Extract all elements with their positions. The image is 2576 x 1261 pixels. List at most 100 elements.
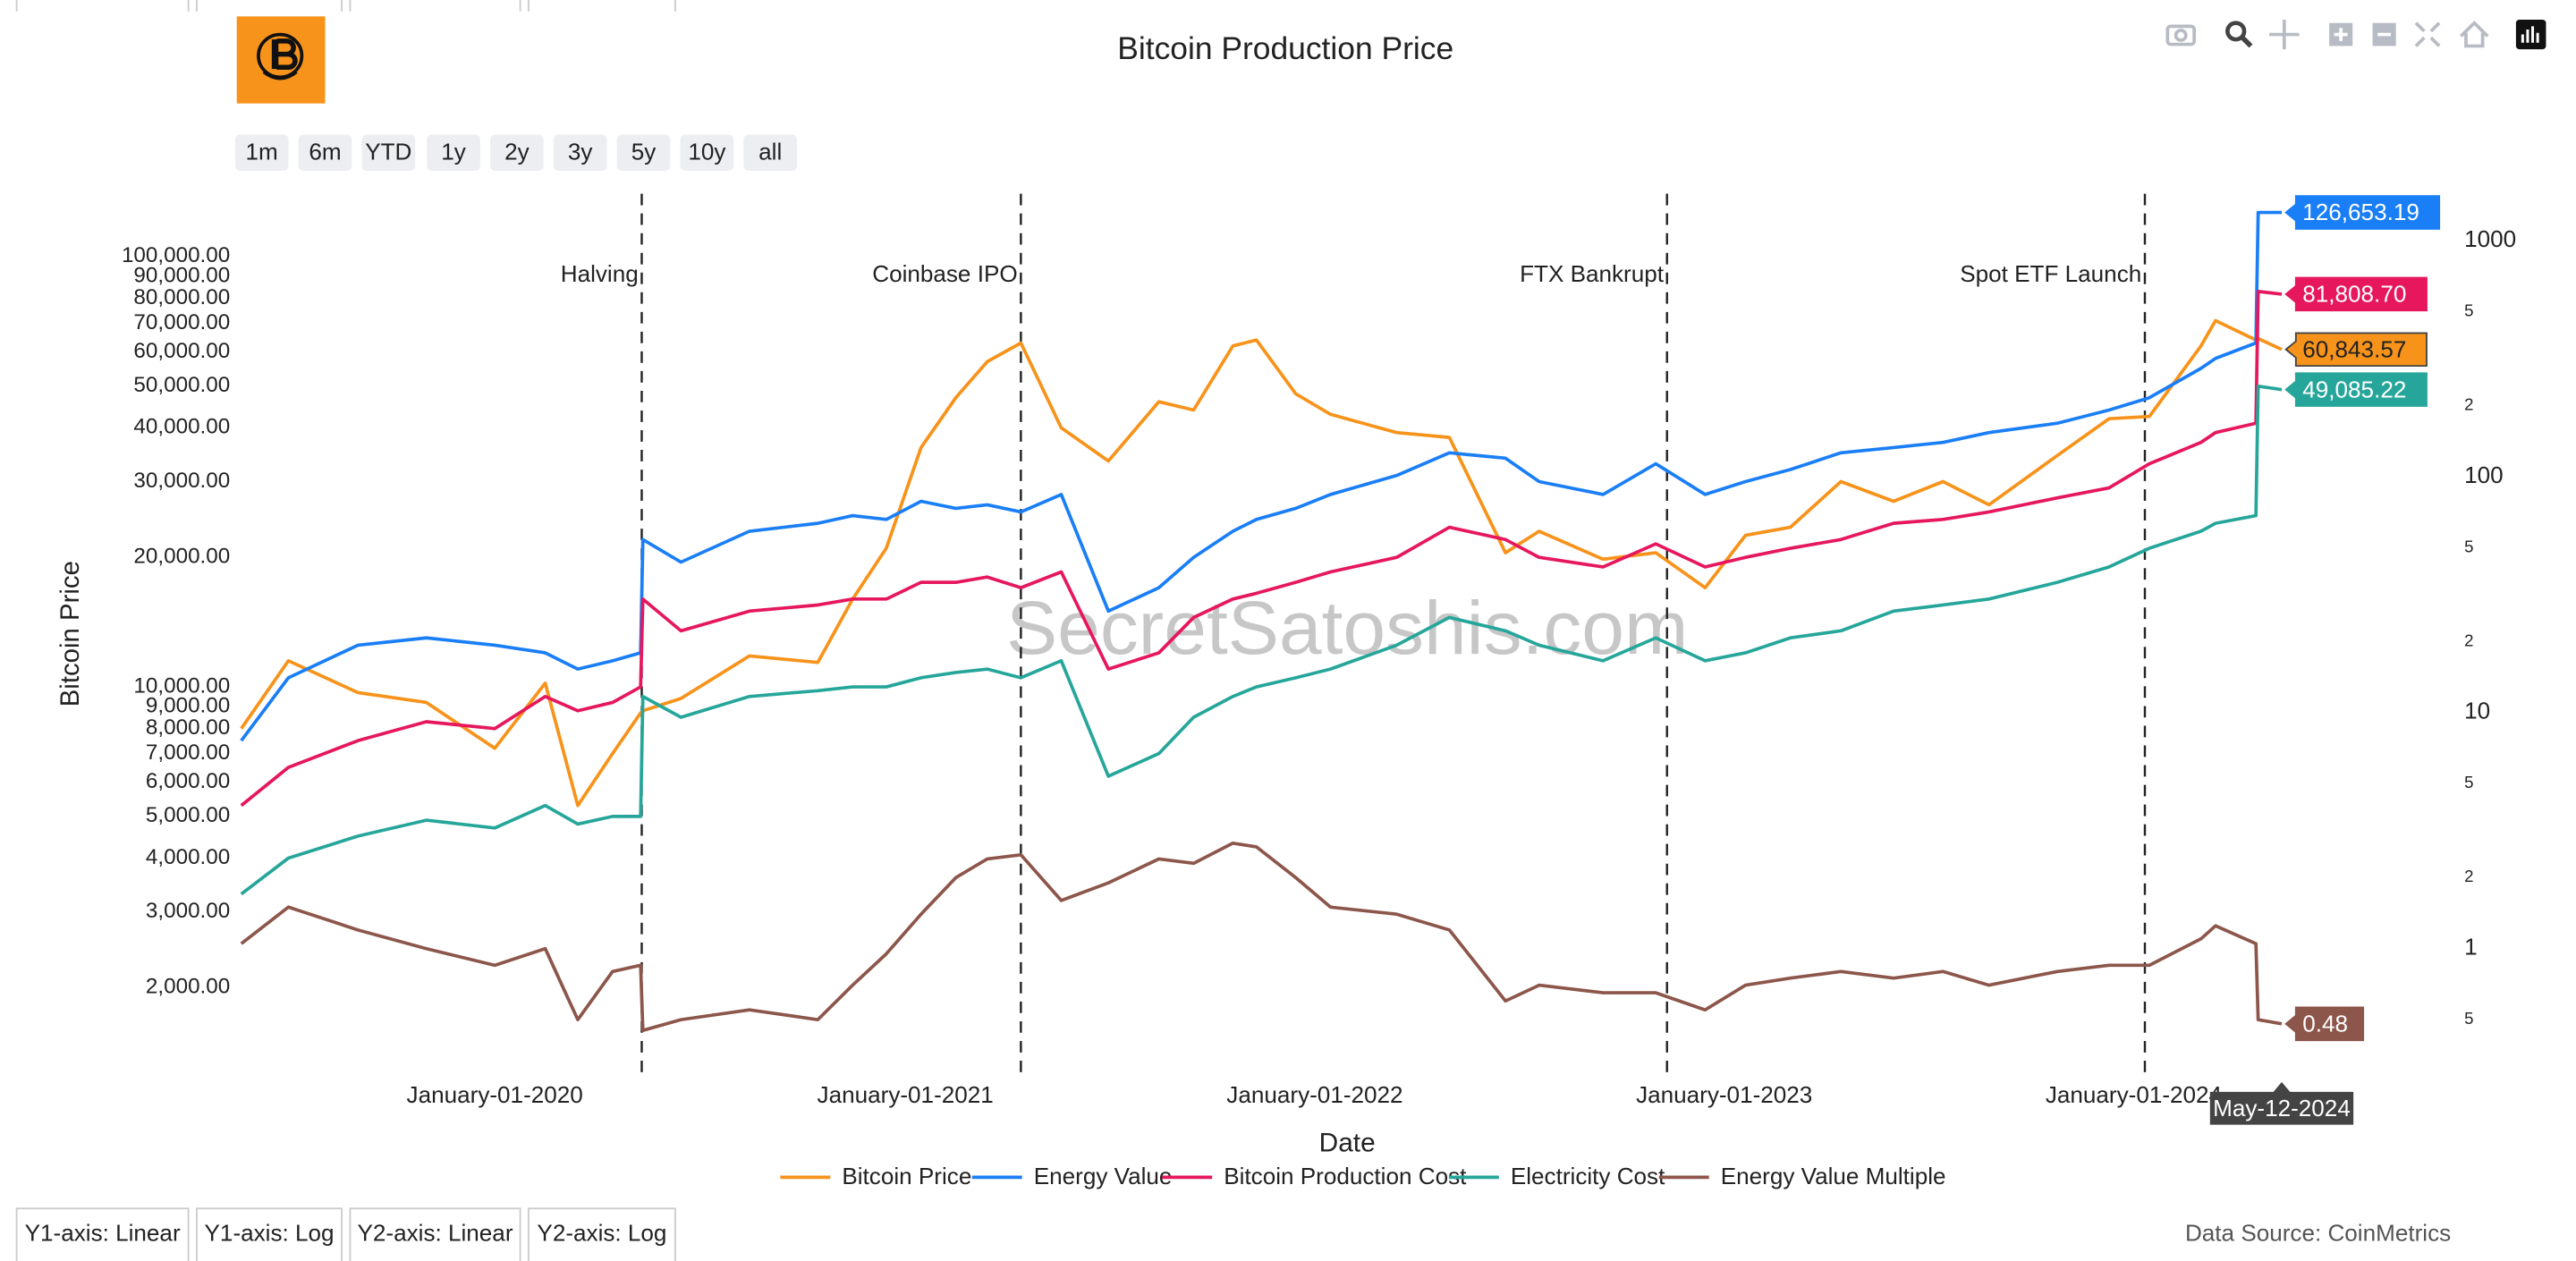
range-button[interactable]: 2y [490, 134, 544, 171]
range-button[interactable]: 10y [680, 134, 734, 171]
y-tick-label: 3,000.00 [146, 899, 230, 923]
range-button-label[interactable]: 2y [504, 140, 530, 165]
y2-tick-label: 2 [2464, 395, 2473, 414]
end-label: 81,808.70 [2302, 283, 2406, 308]
pan-icon[interactable] [2269, 20, 2300, 50]
range-button-bg[interactable] [298, 134, 352, 171]
series-line [240, 318, 2283, 808]
end-label-box [2284, 372, 2428, 407]
end-label: 126,653.19 [2302, 200, 2419, 225]
range-button[interactable]: 6m [298, 134, 352, 171]
axis-button-bg[interactable] [196, 1207, 343, 1261]
y-tick-label: 8,000.00 [146, 715, 230, 740]
legend-label[interactable]: Bitcoin Production Cost [1224, 1164, 1466, 1189]
axis-button-label[interactable]: Y2-axis: Log [537, 1222, 666, 1247]
axis-button-bg[interactable] [527, 1207, 676, 1261]
y2-tick-label: 5 [2464, 537, 2473, 556]
legend-label[interactable]: Bitcoin Price [842, 1164, 971, 1189]
hover-date-box [2209, 1081, 2354, 1125]
range-button-bg[interactable] [234, 134, 289, 171]
y2-tick-label: 2 [2464, 631, 2473, 650]
top-tabs [15, 0, 676, 12]
range-button[interactable]: YTD [361, 134, 416, 171]
y-tick-label: 90,000.00 [133, 263, 230, 287]
zoom-in-icon[interactable] [2329, 22, 2353, 47]
end-label: 49,085.22 [2302, 377, 2406, 402]
range-button[interactable]: 1m [234, 134, 289, 171]
legend-label[interactable]: Energy Value [1034, 1164, 1173, 1189]
y-tick-label: 100,000.00 [122, 243, 230, 267]
range-button-bg[interactable] [427, 134, 480, 171]
plotly-icon[interactable] [2515, 20, 2546, 50]
range-button[interactable]: 5y [616, 134, 671, 171]
legend-item[interactable]: Energy Value [971, 1164, 1173, 1189]
y-tick-label: 2,000.00 [146, 975, 230, 999]
axis-button-label[interactable]: Y1-axis: Linear [25, 1222, 181, 1247]
camera-icon[interactable] [2165, 24, 2196, 47]
range-button-bg[interactable] [680, 134, 734, 171]
legend-label[interactable]: Electricity Cost [1511, 1164, 1665, 1189]
event-label: Coinbase IPO [872, 262, 1017, 287]
range-button-label[interactable]: 3y [568, 140, 593, 165]
axis-button[interactable]: Y2-axis: Log [527, 1207, 676, 1261]
series-line [240, 210, 2282, 742]
x-tick-label: January-01-2020 [407, 1083, 583, 1108]
range-button-bg[interactable] [743, 134, 798, 171]
y-tick-label: 4,000.00 [146, 845, 230, 869]
end-label-box [2284, 276, 2428, 312]
range-button[interactable]: 3y [553, 134, 607, 171]
x-tick-label: January-01-2021 [818, 1083, 994, 1108]
hover-date-label: May-12-2024 [2213, 1096, 2351, 1121]
legend-item[interactable]: Bitcoin Production Cost [1162, 1164, 1466, 1189]
range-button-bg[interactable] [361, 134, 416, 171]
autoscale-icon[interactable] [2414, 21, 2441, 47]
range-button-bg[interactable] [553, 134, 607, 171]
series-line [240, 290, 2283, 808]
y2-tick-label: 100 [2464, 463, 2504, 488]
y-tick-label: 40,000.00 [133, 415, 230, 439]
range-button[interactable]: 1y [427, 134, 480, 171]
y-axis-title: Bitcoin Price [55, 561, 85, 707]
y2-tick-label: 2 [2464, 867, 2473, 885]
end-label-box [2284, 332, 2428, 368]
range-button-label[interactable]: 6m [309, 140, 341, 165]
toolbar[interactable] [2165, 20, 2546, 50]
legend-item[interactable]: Bitcoin Price [780, 1164, 971, 1189]
y-tick-label: 6,000.00 [146, 769, 230, 793]
y2-tick-label: 5 [2464, 1009, 2473, 1028]
range-button-label[interactable]: all [758, 140, 782, 165]
series-line [240, 384, 2283, 896]
legend-item[interactable]: Electricity Cost [1448, 1164, 1665, 1189]
range-button-label[interactable]: 10y [688, 140, 725, 165]
series-line [240, 841, 2283, 1033]
axis-button-label[interactable]: Y2-axis: Linear [358, 1222, 513, 1247]
legend-item[interactable]: Energy Value Multiple [1658, 1164, 1946, 1189]
range-button-label[interactable]: 1m [246, 140, 278, 165]
axis-button[interactable]: Y2-axis: Linear [349, 1207, 521, 1261]
y-tick-label: 30,000.00 [133, 469, 230, 493]
axis-button-bg[interactable] [15, 1207, 190, 1261]
y-tick-label: 20,000.00 [133, 545, 230, 569]
end-label: 60,843.57 [2302, 338, 2406, 363]
axis-button[interactable]: Y1-axis: Log [196, 1207, 343, 1261]
zoom-icon[interactable] [2225, 21, 2253, 48]
axis-button[interactable]: Y1-axis: Linear [15, 1207, 190, 1261]
range-button[interactable]: all [743, 134, 798, 171]
axis-button-label[interactable]: Y1-axis: Log [205, 1222, 335, 1247]
data-source: Data Source: CoinMetrics [2185, 1222, 2451, 1247]
legend-label[interactable]: Energy Value Multiple [1721, 1164, 1946, 1189]
range-button-label[interactable]: 5y [631, 140, 657, 165]
end-label-box [2284, 1006, 2365, 1042]
y2-tick-label: 10 [2464, 699, 2490, 724]
axis-button-bg[interactable] [349, 1207, 521, 1261]
x-tick-label: January-01-2022 [1226, 1083, 1402, 1108]
range-button-label[interactable]: 1y [441, 140, 466, 165]
home-icon[interactable] [2460, 21, 2489, 48]
end-label: 0.48 [2302, 1012, 2348, 1037]
range-button-bg[interactable] [490, 134, 544, 171]
range-button-label[interactable]: YTD [365, 140, 411, 165]
range-button-bg[interactable] [616, 134, 671, 171]
zoom-out-icon[interactable] [2372, 22, 2396, 47]
